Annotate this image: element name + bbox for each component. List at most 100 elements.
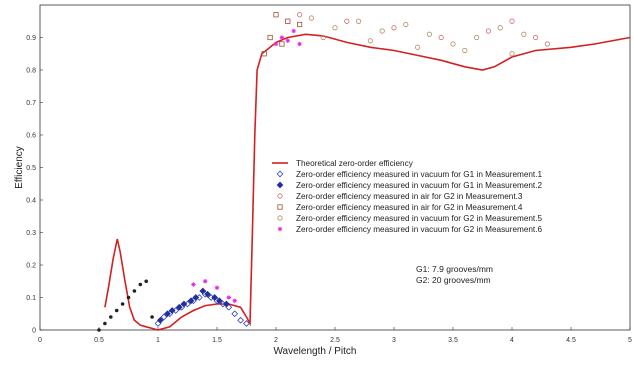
data-point-series-4	[279, 41, 285, 47]
x-tick-label: 0	[38, 337, 42, 344]
data-point-series-3	[344, 18, 350, 24]
data-point-series-5	[473, 34, 480, 41]
x-tick-label: 4	[510, 337, 514, 344]
y-tick-label: 0.1	[26, 295, 36, 302]
y-tick-label: 0.3	[26, 230, 36, 237]
data-point-series-2	[168, 307, 176, 314]
x-tick-label: 3	[392, 337, 396, 344]
y-tick-label: 0.5	[26, 165, 36, 172]
data-point-series-5	[462, 47, 468, 54]
data-point-series-6	[203, 279, 208, 284]
data-point-series-7	[103, 321, 107, 326]
data-point-series-2	[156, 316, 164, 324]
data-point-series-6	[297, 41, 302, 47]
data-point-series-4	[267, 34, 273, 41]
x-tick-label: 4.5	[566, 337, 576, 344]
data-point-series-2	[180, 300, 188, 308]
data-point-series-7	[109, 315, 113, 319]
data-point-series-1	[160, 313, 168, 321]
data-point-series-5	[320, 34, 326, 41]
legend-marker-swatch	[277, 215, 283, 221]
data-point-series-2	[204, 290, 211, 298]
x-tick-label: 5	[628, 337, 632, 344]
data-point-series-7	[138, 282, 143, 287]
data-point-series-4	[296, 21, 303, 28]
x-tick-label: 2	[274, 337, 278, 344]
data-point-series-5	[403, 21, 409, 28]
y-tick-label: 0.7	[26, 100, 36, 107]
data-point-series-6	[273, 41, 279, 47]
data-point-series-5	[379, 28, 385, 34]
y-tick-label: 0.6	[26, 133, 36, 140]
x-axis-label: Wavelength / Pitch	[273, 346, 356, 357]
legend-entry-label: Zero-order efficiency measured in air fo…	[296, 203, 523, 212]
legend-entry-label: Zero-order efficiency measured in air fo…	[296, 192, 523, 201]
data-point-series-5	[509, 51, 515, 57]
legend-marker-swatch	[277, 193, 283, 199]
data-point-series-2	[215, 297, 223, 305]
legend-entry-label: Zero-order efficiency measured in vacuum…	[296, 170, 542, 179]
legend-marker-swatch	[276, 170, 284, 178]
data-point-series-3	[509, 18, 515, 24]
data-point-series-2	[211, 294, 219, 301]
data-point-series-5	[521, 31, 527, 37]
data-point-series-2	[199, 287, 207, 295]
series-line-theoretical	[104, 33, 631, 331]
data-point-series-1	[231, 310, 239, 318]
data-point-series-4	[261, 51, 267, 57]
data-point-series-7	[150, 315, 154, 319]
data-point-series-5	[308, 15, 314, 21]
legend-entry-label: Zero-order efficiency measured in vacuum…	[296, 214, 542, 223]
data-point-series-4	[273, 12, 279, 18]
data-point-series-6	[191, 282, 196, 287]
data-point-series-7	[144, 279, 148, 284]
data-point-series-6	[214, 285, 220, 290]
data-point-series-7	[132, 289, 137, 293]
data-point-series-5	[355, 18, 362, 24]
x-tick-label: 3.5	[448, 337, 458, 344]
data-point-series-7	[114, 308, 119, 313]
x-tick-label: 1	[156, 337, 160, 344]
y-tick-label: 0.4	[26, 198, 36, 205]
data-point-series-3	[485, 28, 491, 34]
data-point-series-5	[497, 25, 503, 31]
legend-entry-label: Zero-order efficiency measured in vacuum…	[296, 225, 542, 234]
annotation-text: G2: 20 grooves/mm	[416, 275, 491, 285]
data-point-series-5	[426, 31, 432, 37]
data-point-series-6	[226, 295, 231, 300]
data-point-series-5	[450, 41, 456, 47]
legend-entry-label: Theoretical zero-order efficiency	[296, 159, 414, 168]
data-point-series-5	[414, 44, 421, 50]
y-tick-label: 0.9	[26, 35, 36, 42]
data-point-series-2	[223, 300, 230, 308]
data-point-series-5	[367, 38, 373, 44]
data-point-series-7	[120, 302, 125, 306]
data-point-series-3	[532, 34, 539, 41]
y-tick-label: 0.8	[26, 68, 36, 75]
data-point-series-6	[291, 28, 296, 34]
legend-marker-swatch	[277, 204, 283, 210]
legend-marker-swatch	[276, 181, 284, 189]
annotation-text: G1: 7.9 grooves/mm	[416, 264, 493, 274]
x-tick-label: 2.5	[330, 337, 340, 344]
data-point-series-5	[332, 25, 338, 31]
legend-marker-swatch	[277, 226, 283, 232]
data-point-series-6	[232, 298, 237, 303]
y-tick-label: 0	[32, 328, 36, 335]
legend-entry-label: Zero-order efficiency measured in vacuum…	[296, 181, 542, 190]
data-point-series-6	[285, 38, 290, 43]
data-point-series-2	[175, 303, 183, 311]
data-point-series-3	[544, 41, 551, 47]
data-point-series-1	[237, 316, 244, 324]
data-point-series-7	[97, 328, 101, 332]
y-axis-label: Efficiency	[14, 146, 25, 189]
data-point-series-3	[438, 34, 444, 41]
data-point-series-7	[126, 295, 131, 300]
data-point-series-3	[391, 25, 397, 31]
x-tick-label: 1.5	[212, 337, 222, 344]
y-tick-label: 0.2	[26, 263, 36, 270]
x-tick-label: 0.5	[94, 337, 104, 344]
data-point-series-6	[279, 35, 285, 40]
